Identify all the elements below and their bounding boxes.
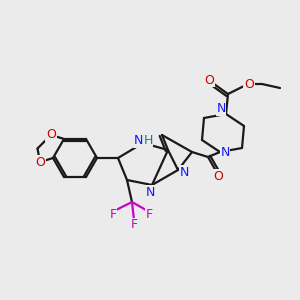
- Text: N: N: [145, 185, 155, 199]
- Text: O: O: [213, 169, 223, 182]
- Text: O: O: [35, 155, 45, 169]
- Text: F: F: [130, 218, 138, 232]
- Text: O: O: [204, 74, 214, 86]
- Text: N: N: [179, 166, 189, 178]
- Text: N: N: [220, 146, 230, 158]
- Text: N: N: [216, 103, 226, 116]
- Text: O: O: [244, 79, 254, 92]
- Text: O: O: [46, 128, 56, 141]
- Text: F: F: [110, 208, 117, 220]
- Text: H: H: [143, 134, 153, 146]
- Text: N: N: [133, 134, 143, 148]
- Text: F: F: [146, 208, 153, 220]
